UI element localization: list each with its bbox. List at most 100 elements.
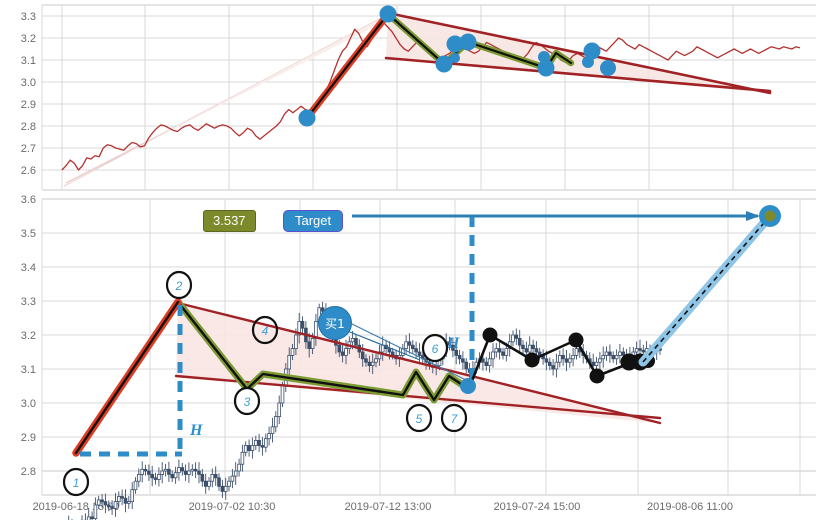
pivot-marker	[435, 55, 453, 73]
candle-body	[608, 351, 612, 356]
target-badge[interactable]: Target	[283, 210, 344, 232]
wave-label-4: 4	[251, 315, 279, 345]
candle-body	[227, 480, 231, 487]
candle-body	[267, 433, 271, 440]
candle-body	[210, 473, 215, 482]
candle-body	[641, 349, 646, 353]
candle-body	[307, 341, 311, 350]
swing-dot	[482, 327, 498, 343]
target-marker-inner	[764, 210, 776, 222]
candle-body	[564, 358, 569, 363]
candle-body	[404, 341, 408, 350]
ytick-label: 3.0	[21, 77, 36, 89]
wave-label-text: 3	[244, 395, 251, 409]
candle-body	[207, 480, 211, 487]
candle-body	[230, 475, 235, 482]
pivot-marker	[583, 42, 601, 60]
detail-ytick-labels: 3.6 3.5 3.4 3.3 3.2 3.1 3.0 2.9 2.8	[21, 194, 36, 478]
candle-body	[217, 477, 221, 487]
candle-body	[491, 351, 495, 360]
wave-label-1: 1	[62, 467, 90, 497]
candle-body	[370, 361, 375, 366]
candle-body	[290, 348, 295, 356]
ytick-label: 3.1	[21, 55, 36, 67]
pivot-marker	[450, 53, 460, 63]
candle-body	[524, 348, 529, 353]
candle-body	[531, 344, 535, 349]
candle-body	[574, 348, 579, 356]
candle-body	[571, 354, 575, 360]
candle-body	[591, 361, 595, 366]
candle-body	[551, 365, 555, 370]
candle-body	[300, 320, 305, 329]
candle-body	[410, 344, 415, 349]
candle-body	[447, 341, 452, 346]
candle-body	[414, 348, 418, 353]
buy-marker-label: 买1	[325, 317, 345, 331]
ytick-label: 2.9	[21, 99, 36, 111]
candle-body	[568, 358, 572, 363]
xtick-label: 2019-08-06 11:00	[647, 501, 733, 513]
candle-body	[314, 320, 318, 339]
candle-body	[250, 445, 255, 451]
candle-body	[360, 351, 365, 360]
ytick-label: 3.2	[21, 33, 36, 45]
ytick-label: 2.8	[21, 466, 36, 478]
candle-body	[387, 348, 392, 353]
ytick-label: 3.2	[21, 330, 36, 342]
xtick-label: 2019-07-02 10:30	[189, 501, 276, 513]
candle-body	[594, 361, 599, 366]
candle-body	[240, 451, 245, 465]
candle-body	[133, 480, 138, 491]
candle-body	[200, 473, 205, 482]
candle-body	[484, 361, 489, 366]
ytick-label: 3.6	[21, 194, 36, 206]
candle-body	[127, 501, 131, 504]
detail-xtick-labels: 2019-06-18 15:00 2019-07-02 10:30 2019-0…	[33, 501, 733, 513]
detail-panel: 3.6 3.5 3.4 3.3 3.2 3.1 3.0 2.9 2.8 2019…	[21, 194, 816, 520]
candle-body	[611, 354, 615, 360]
candle-body	[638, 348, 642, 351]
candle-body	[340, 351, 345, 356]
pivot-marker	[459, 33, 477, 51]
candle-body	[123, 497, 128, 504]
candle-body	[180, 467, 185, 472]
candle-body	[170, 473, 175, 479]
pivot-marker	[379, 5, 397, 23]
candle-body	[481, 358, 485, 363]
candle-body	[93, 504, 98, 520]
candle-body	[86, 516, 91, 520]
overview-panel: 3.3 3.2 3.1 3.0 2.9 2.8 2.7 2.6	[21, 4, 816, 191]
candle-body	[454, 349, 458, 356]
candle-body	[160, 470, 165, 475]
candle-body	[120, 496, 124, 499]
candle-body	[277, 402, 281, 418]
wave-label-7: 7	[440, 403, 468, 433]
pivot-marker	[537, 59, 555, 77]
target-price-badge[interactable]: 3.537	[203, 210, 256, 232]
height-measure-left	[80, 305, 183, 457]
candle-body	[140, 468, 145, 475]
candle-body	[233, 470, 238, 477]
ytick-label: 2.8	[21, 121, 36, 133]
candle-body	[130, 489, 135, 503]
candle-body	[117, 496, 121, 502]
candle-body	[310, 337, 315, 349]
candle-body	[497, 348, 502, 353]
candle-body	[90, 516, 94, 519]
candle-body	[294, 334, 298, 350]
candle-body	[257, 439, 261, 446]
candle-body	[604, 351, 609, 356]
candle-body	[193, 468, 198, 472]
candle-body	[457, 354, 462, 360]
candle-body	[213, 473, 218, 479]
buy-signal-marker[interactable]: 买1	[200, 306, 421, 520]
wave-label-text: 7	[451, 412, 459, 426]
candle-body	[514, 334, 519, 339]
height-label-right: H	[446, 335, 460, 352]
candle-body	[187, 470, 191, 475]
candle-body	[100, 499, 104, 502]
ytick-label: 3.3	[21, 296, 36, 308]
wave-label-text: 5	[416, 412, 423, 426]
